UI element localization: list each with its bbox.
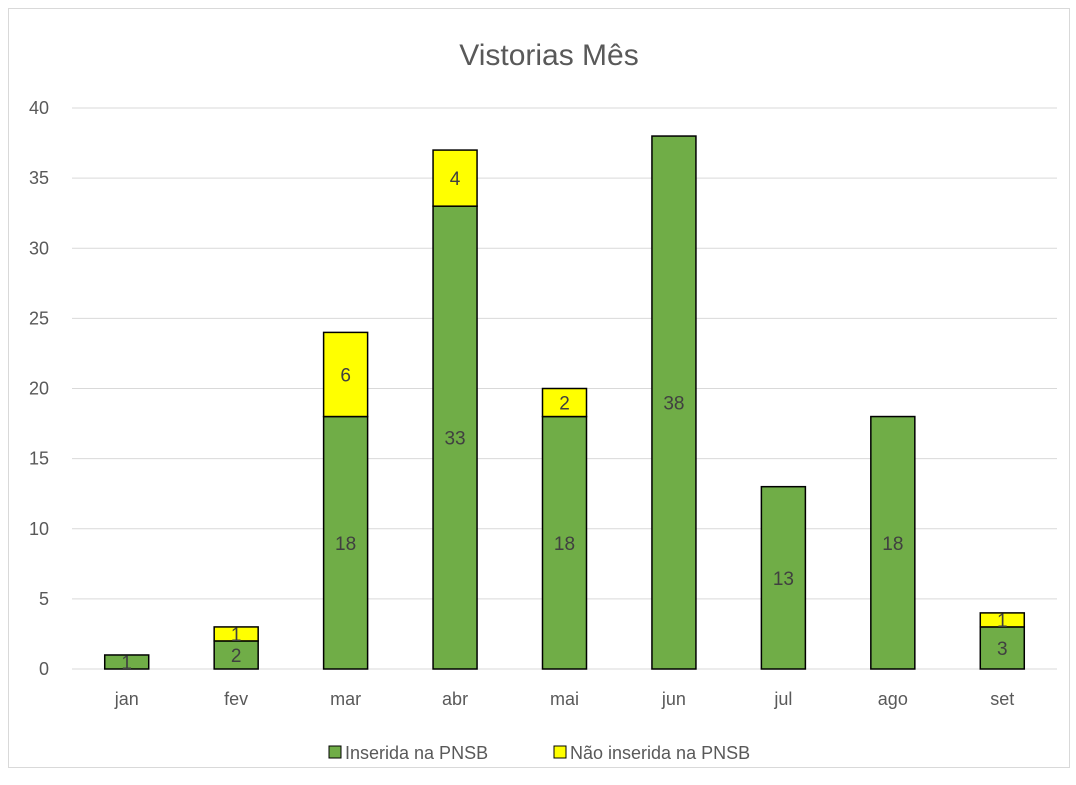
bar-inserida-mai (541, 415, 588, 670)
chart-title: Vistorias Mês (459, 39, 639, 72)
y-tick-label: 20 (29, 379, 49, 399)
data-label: 2 (559, 394, 570, 415)
y-tick-label: 5 (39, 589, 49, 609)
y-tick-label: 15 (29, 449, 49, 469)
y-tick-label: 10 (29, 519, 49, 539)
bar-inserida-mar (322, 415, 369, 670)
bar-nao-inserida-mai (541, 387, 588, 418)
data-label: 1 (231, 625, 242, 646)
data-label: 18 (554, 534, 575, 555)
bar-inserida-fev (213, 640, 259, 670)
bar-inserida-abr (432, 205, 478, 670)
x-tick-label: mai (550, 689, 579, 709)
bar-nao-inserida-abr (432, 149, 478, 207)
x-tick-label: set (990, 689, 1014, 709)
x-tick-label: mar (330, 689, 361, 709)
y-tick-label: 35 (29, 168, 49, 188)
data-label: 13 (773, 569, 794, 590)
x-tick-label: jan (114, 689, 139, 709)
y-tick-label: 40 (29, 98, 49, 118)
bar-inserida-ago (870, 415, 916, 670)
x-tick-label: ago (878, 689, 908, 709)
chart-frame: Vistorias Mês 0 5 10 15 20 25 30 35 40 1 2 1 18 6 33 4… (8, 8, 1070, 768)
data-label: 1 (121, 653, 132, 674)
legend-swatch (553, 745, 567, 759)
y-tick-label: 25 (29, 308, 49, 328)
legend-label: Não inserida na PNSB (570, 743, 750, 763)
bar-inserida-jul (760, 485, 807, 670)
x-tick-label: fev (224, 689, 248, 709)
x-axis-ticks: jan fev mar abr mai jun jul ago set (114, 689, 1015, 709)
bar-nao-inserida-fev (213, 626, 259, 642)
data-label: 18 (882, 534, 903, 555)
data-label: 3 (997, 639, 1008, 660)
legend-label: Inserida na PNSB (345, 743, 488, 763)
x-tick-label: abr (442, 689, 468, 709)
legend-swatch (328, 745, 342, 759)
x-tick-label: jun (661, 689, 686, 709)
x-tick-label: jul (773, 689, 792, 709)
y-tick-label: 0 (39, 659, 49, 679)
data-label: 38 (663, 394, 684, 415)
data-label: 33 (444, 429, 465, 450)
data-label: 2 (231, 646, 242, 667)
y-axis-ticks: 0 5 10 15 20 25 30 35 40 (29, 98, 49, 679)
bar-nao-inserida-set (979, 612, 1026, 628)
bar-inserida-jan (103, 654, 150, 670)
legend: Inserida na PNSB Não inserida na PNSB (328, 743, 750, 763)
bar-inserida-jun (651, 135, 697, 670)
y-tick-label: 30 (29, 238, 49, 258)
data-label: 18 (335, 534, 356, 555)
data-label: 6 (340, 365, 351, 386)
bar-nao-inserida-mar (322, 331, 369, 418)
data-label: 1 (997, 611, 1008, 632)
data-label: 4 (450, 169, 461, 190)
